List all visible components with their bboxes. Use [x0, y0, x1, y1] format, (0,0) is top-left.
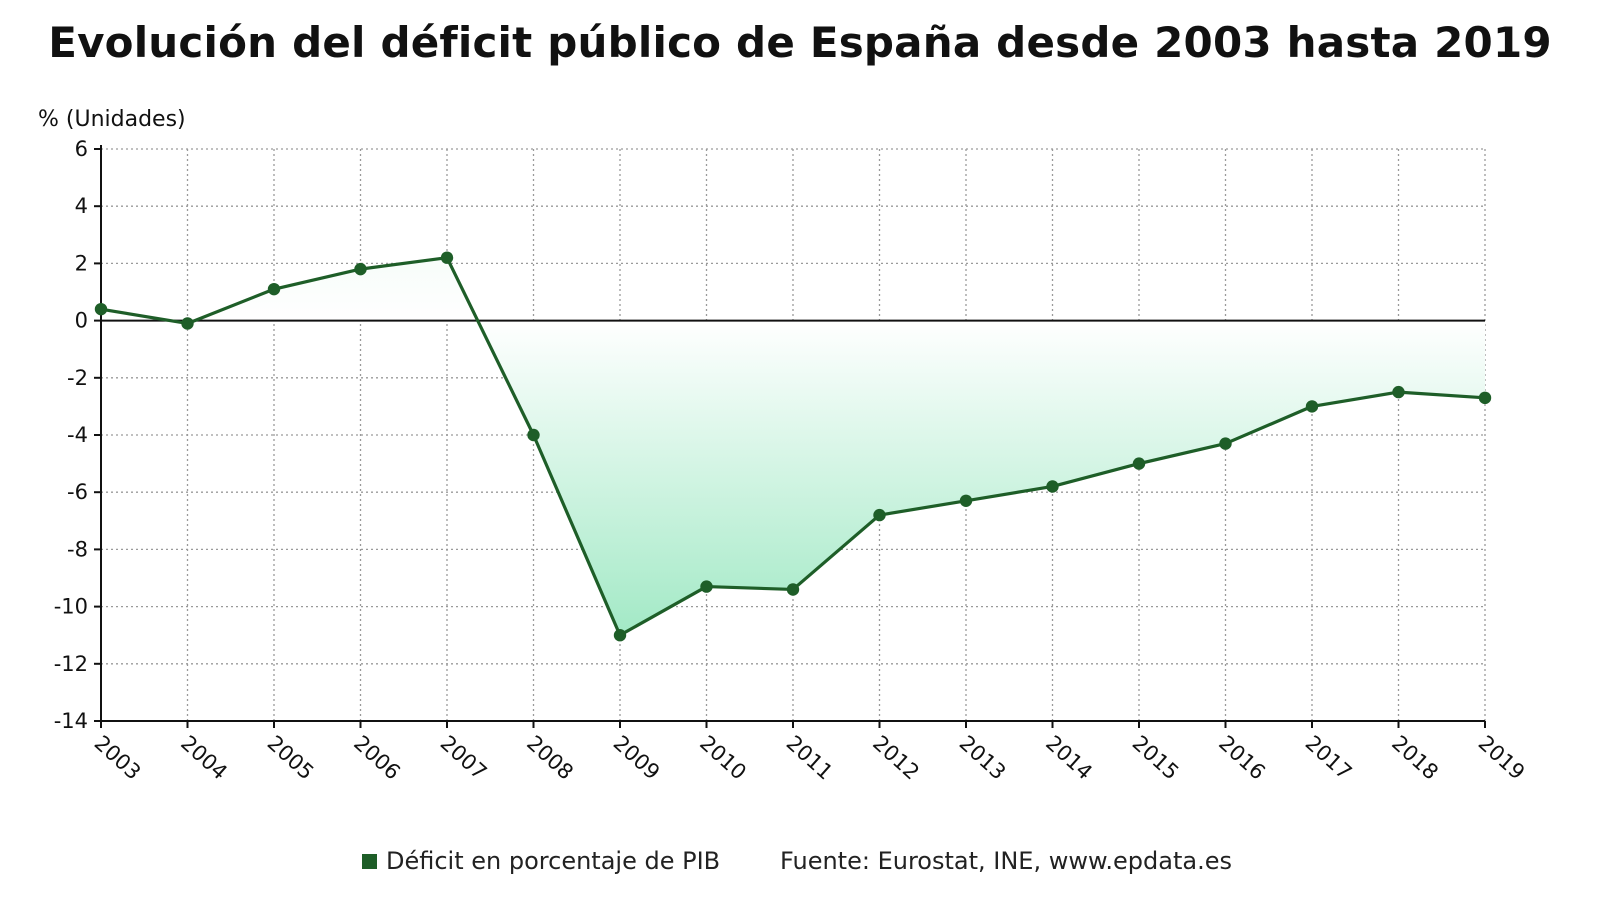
x-tick-label-2017: 2017 — [1301, 731, 1357, 785]
data-point-2018 — [1392, 385, 1405, 399]
x-tick-label-2019: 2019 — [1474, 731, 1530, 785]
data-point-2008 — [527, 428, 540, 442]
data-point-2007 — [440, 251, 454, 264]
area-fill-negative — [170, 320, 1485, 636]
data-point-2003 — [94, 302, 108, 316]
data-point-2012 — [873, 508, 886, 522]
x-tick-label-2004: 2004 — [176, 731, 232, 785]
data-point-2016 — [1219, 437, 1232, 450]
x-tick-label-2007: 2007 — [436, 731, 492, 785]
x-tick-label-2006: 2006 — [349, 731, 405, 785]
data-point-2006 — [354, 262, 367, 276]
data-point-2005 — [267, 282, 281, 296]
x-tick-label-2011: 2011 — [782, 731, 838, 785]
data-point-2010 — [700, 580, 713, 593]
legend: Déficit en porcentaje de PIB — [362, 847, 720, 875]
x-tick-label-2009: 2009 — [609, 731, 665, 785]
area-fill-positive — [101, 257, 1485, 321]
axes — [94, 145, 1486, 728]
legend-swatch — [362, 853, 377, 869]
x-tick-label-2015: 2015 — [1128, 731, 1184, 785]
x-tick-label-2010: 2010 — [695, 731, 751, 785]
y-tick-label-9: -12 — [54, 652, 88, 676]
y-tick-labels: 6 4 2 0 -2 -4 -6 -8 -10 -12 -14 — [54, 137, 88, 733]
data-point-2015 — [1132, 457, 1146, 470]
y-tick-label-2: 2 — [75, 251, 88, 275]
y-tick-label-7: -8 — [67, 537, 88, 561]
x-tick-label-2013: 2013 — [955, 731, 1011, 785]
data-point-2009 — [613, 629, 627, 642]
data-point-2004 — [181, 317, 194, 330]
data-point-2013 — [959, 494, 973, 507]
area-fill — [101, 257, 1485, 636]
x-tick-label-2014: 2014 — [1041, 731, 1097, 785]
x-tick-label-2005: 2005 — [263, 731, 319, 785]
x-tick-label-2018: 2018 — [1387, 731, 1443, 785]
x-tick-label-2003: 2003 — [90, 731, 146, 785]
y-tick-label-6: -6 — [67, 480, 88, 504]
y-tick-label-4: -2 — [67, 366, 88, 390]
source-note: Fuente: Eurostat, INE, www.epdata.es — [780, 847, 1232, 875]
x-tick-labels: 2003 2004 2005 2006 2007 2008 2009 2010 2011 2012… — [90, 731, 1530, 785]
data-point-2014 — [1046, 480, 1059, 493]
x-tick-label-2008: 2008 — [522, 731, 578, 785]
y-tick-label-10: -14 — [54, 709, 88, 733]
y-tick-label-0: 6 — [75, 137, 88, 161]
legend-label: Déficit en porcentaje de PIB — [386, 847, 721, 875]
y-tick-label-3: 0 — [75, 309, 88, 333]
y-tick-label-5: -4 — [67, 423, 88, 447]
data-point-2019 — [1478, 391, 1492, 405]
y-tick-label-8: -10 — [54, 595, 88, 619]
x-tick-label-2016: 2016 — [1214, 731, 1270, 785]
y-tick-label-1: 4 — [75, 194, 88, 218]
y-axis-label: % (Unidades) — [38, 107, 186, 132]
data-point-2017 — [1305, 400, 1319, 413]
x-tick-label-2012: 2012 — [868, 731, 924, 785]
chart-title: Evolución del déficit público de España … — [48, 18, 1552, 67]
data-point-2011 — [786, 583, 800, 596]
series-markers — [94, 251, 1492, 642]
